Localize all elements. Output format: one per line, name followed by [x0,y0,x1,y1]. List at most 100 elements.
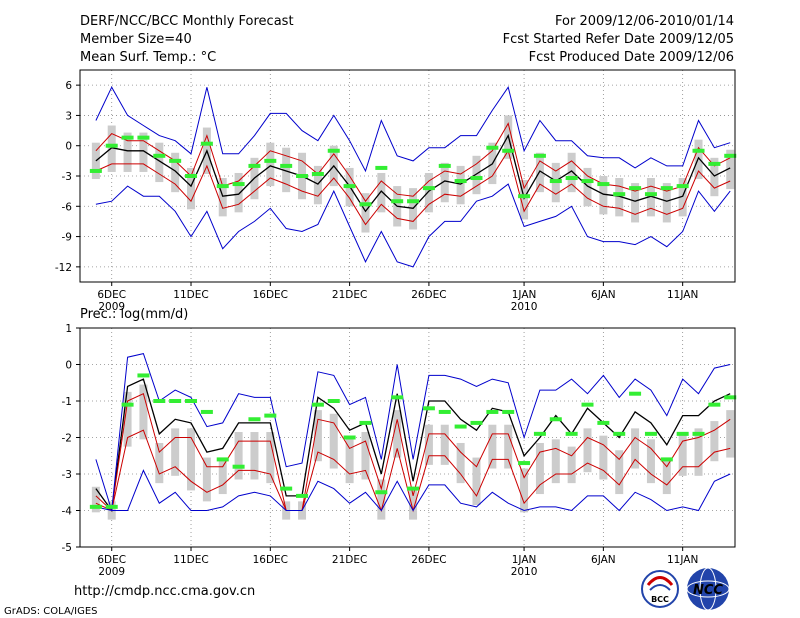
median-marker [454,424,467,429]
y-tick-label: 1 [65,323,72,335]
median-marker [185,174,198,178]
spread-box [155,142,164,183]
spread-box [567,152,576,193]
median-marker [105,143,118,148]
y-tick-label: -3 [62,171,72,183]
spread-box [440,424,449,465]
y-tick-label: -5 [62,542,72,554]
spread-box [234,172,243,213]
median-marker [708,161,721,166]
inner-band-lower-line [95,149,731,226]
spread-box [202,457,211,502]
spread-box [91,142,100,180]
median-marker [438,409,451,414]
spread-box [440,162,449,203]
median-marker [407,199,420,204]
spread-box [456,165,465,205]
x-tick-year-label: 2009 [98,566,125,578]
precip-panel-title: Prec.: log(mm/d) [80,307,188,322]
median-marker [676,184,689,189]
spread-box [187,428,196,491]
bcc-logo-text: BCC [651,595,669,604]
median-marker [486,409,499,414]
median-marker [502,148,515,153]
ensemble-mean-line [95,133,731,213]
spread-box [694,428,703,476]
median-marker [724,153,737,158]
forecast-start-date: Fcst Started Refer Date 2009/12/05 [503,32,734,47]
median-marker [327,399,340,403]
spread-box [662,183,671,223]
median-marker [121,402,134,407]
median-marker [359,420,372,425]
median-marker [200,141,213,146]
median-marker [613,431,626,436]
median-marker [105,504,118,509]
spread-box [313,165,322,205]
median-marker [311,402,324,407]
median-marker [264,158,277,163]
x-tick-label: 11DEC [173,554,208,566]
x-tick-label: 6JAN [591,289,616,301]
x-tick-label: 6DEC [97,554,126,566]
median-marker [708,402,721,407]
spread-box [171,428,180,476]
y-tick-label: 6 [65,80,72,92]
inner-band-upper-line [95,122,731,203]
spread-box [726,410,735,458]
median-marker [660,457,673,462]
bcc-logo: BCC [641,570,679,608]
median-marker [629,186,642,191]
median-marker [407,486,420,491]
y-tick-label: -12 [55,262,72,274]
median-marker [470,420,483,425]
spread-box [631,183,640,223]
spread-box [187,167,196,210]
median-marker [327,148,340,153]
median-marker [311,171,324,176]
median-marker [486,145,499,150]
spread-box [472,457,481,506]
footer-url[interactable]: http://cmdp.ncc.cma.gov.cn [74,584,255,599]
member-size: Member Size=40 [80,32,192,47]
spread-box [107,125,116,172]
spread-box [504,424,513,469]
spread-box [234,432,243,480]
spread-box [520,180,529,220]
median-marker [502,409,515,414]
spread-box [646,178,655,217]
top-panel-variable: Mean Surf. Temp.: °C [80,50,216,65]
x-tick-label: 11JAN [667,554,698,566]
spread-box [266,432,275,484]
spread-box [313,410,322,462]
median-marker [565,176,578,181]
x-tick-label: 1JAN [512,554,537,566]
spread-box [218,457,227,495]
x-tick-year-label: 2010 [511,301,538,313]
spread-box [282,147,291,193]
median-marker [359,202,372,207]
median-marker [89,168,102,173]
x-tick-label: 11JAN [667,289,698,301]
median-marker [613,192,626,197]
spread-box [710,421,719,462]
median-marker [660,186,673,191]
spread-box [646,439,655,484]
ensemble-mean-line [95,378,731,513]
median-marker [581,179,594,184]
median-marker [692,148,705,153]
median-marker [89,504,102,509]
median-marker [248,417,261,422]
median-marker [280,486,293,491]
spread-box [662,457,671,495]
spread-box [599,435,608,480]
x-tick-label: 21DEC [332,289,367,301]
spread-box [171,152,180,193]
y-tick-label: -3 [62,469,72,481]
median-marker [597,420,610,425]
median-marker [296,174,309,178]
spread-box [631,428,640,469]
x-tick-label: 6DEC [97,289,126,301]
outer-band-upper-line [95,353,731,511]
